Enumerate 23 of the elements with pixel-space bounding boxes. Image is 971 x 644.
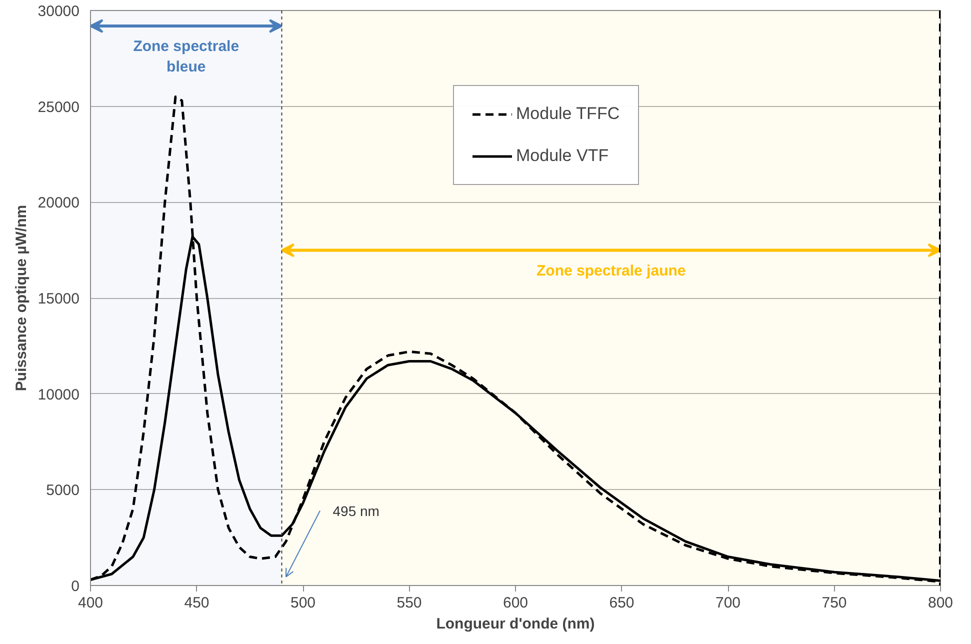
band-label: Zone spectrale jaune bbox=[536, 262, 686, 280]
y-axis-title: Puissance optique µW/nm bbox=[12, 204, 30, 392]
legend-label: Module VTF bbox=[516, 146, 609, 166]
y-tick-label: 0 bbox=[71, 578, 80, 595]
x-axis-title: Longueur d'onde (nm) bbox=[436, 616, 595, 632]
x-tick-label: 600 bbox=[502, 594, 528, 612]
y-tick-label: 20000 bbox=[38, 194, 80, 212]
y-tick-label: 5000 bbox=[46, 482, 80, 500]
y-tick-label: 10000 bbox=[38, 386, 80, 404]
y-tick-label: 25000 bbox=[38, 98, 80, 116]
x-tick-label: 400 bbox=[78, 594, 104, 612]
x-tick-label: 550 bbox=[396, 594, 422, 612]
band-label: Zone spectrale bleue bbox=[133, 38, 240, 76]
x-tick-label: 500 bbox=[290, 594, 316, 612]
x-tick-label: 750 bbox=[822, 594, 847, 612]
x-tick-label: 650 bbox=[609, 594, 634, 612]
y-tick-label: 15000 bbox=[38, 290, 80, 308]
y-tick-label: 30000 bbox=[38, 3, 80, 20]
ref-line-label: 495 nm bbox=[332, 502, 380, 519]
x-tick-label: 800 bbox=[928, 594, 954, 612]
x-tick-label: 450 bbox=[184, 594, 210, 612]
legend-label: Module TFFC bbox=[516, 104, 620, 124]
x-tick-label: 700 bbox=[715, 594, 741, 612]
